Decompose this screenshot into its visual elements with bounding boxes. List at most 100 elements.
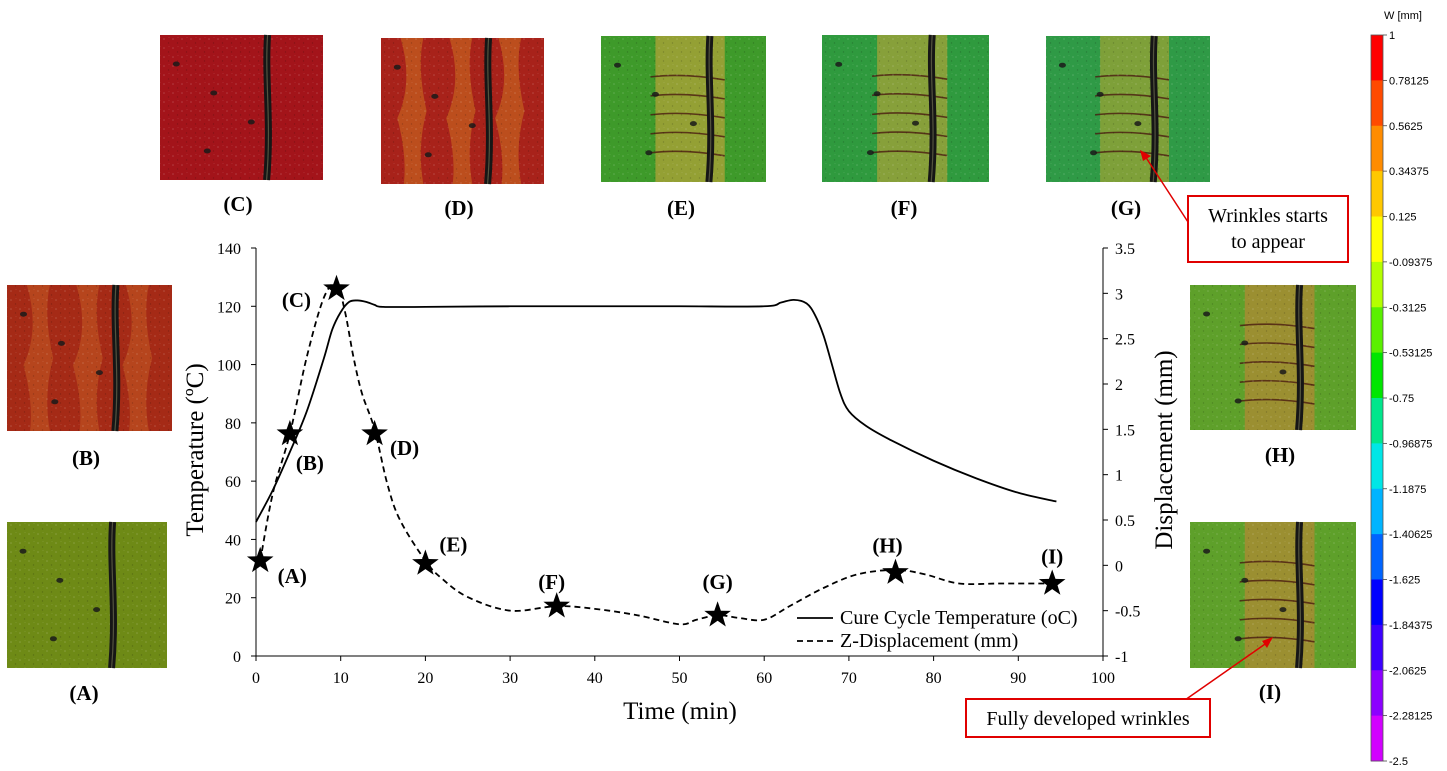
colorbar-tick-label: -0.96875 — [1389, 438, 1432, 450]
contour-spot — [1203, 311, 1211, 317]
colorbar-tick-label: 1 — [1389, 30, 1395, 42]
colorbar-tick-label: 0.78125 — [1389, 75, 1429, 87]
contour-image-c — [160, 34, 323, 181]
caption-f: (F) — [891, 196, 918, 220]
y-right-tick-label: 3 — [1115, 286, 1123, 303]
y-right-tick-label: -1 — [1115, 649, 1128, 666]
caption-h: (H) — [1265, 443, 1295, 467]
contour-spot — [645, 150, 653, 156]
contour-spot — [1134, 121, 1142, 127]
contour-spot — [1241, 577, 1249, 583]
contour-spot — [912, 120, 920, 126]
callout-wrinkles-full-text: Fully developed wrinkles — [986, 708, 1190, 730]
contour-spot — [424, 152, 432, 158]
contour-texture — [822, 35, 989, 182]
x-tick-label: 100 — [1091, 670, 1115, 687]
x-tick-label: 90 — [1010, 670, 1026, 687]
contour-texture — [1046, 36, 1210, 182]
y-left-tick-label: 100 — [217, 358, 241, 375]
colorbar-tick-label: -2.28125 — [1389, 711, 1432, 723]
y-left-tick-label: 0 — [233, 649, 241, 666]
contour-spot — [56, 577, 64, 583]
colorbar-tick-label: -1.40625 — [1389, 529, 1432, 541]
contour-image-d — [381, 37, 544, 185]
colorbar-tick-label: 0.125 — [1389, 212, 1417, 224]
y-left-tick-label: 60 — [225, 474, 241, 491]
y-right-tick-label: 2.5 — [1115, 332, 1135, 349]
y-left-tick-label: 80 — [225, 416, 241, 433]
contour-spot — [1234, 398, 1242, 404]
marker-label-i: (I) — [1041, 544, 1063, 568]
colorbar-title: W [mm] — [1384, 10, 1422, 22]
colorbar-segment — [1371, 670, 1383, 717]
series-line-temperature — [255, 298, 1057, 523]
colorbar-segment — [1371, 398, 1383, 444]
colorbar-segment — [1371, 443, 1383, 490]
y-left-tick-label: 40 — [225, 532, 241, 549]
colorbar-segment — [1371, 261, 1383, 308]
y-right-tick-label: 0.5 — [1115, 513, 1135, 530]
y-right-tick-label: 1.5 — [1115, 422, 1135, 439]
marker-label-b: (B) — [296, 451, 324, 475]
legend-label-displacement: Z-Displacement (mm) — [840, 630, 1018, 652]
caption-c: (C) — [223, 192, 252, 216]
colorbar-tick-label: -1.1875 — [1389, 484, 1426, 496]
colorbar-tick-label: -0.53125 — [1389, 348, 1432, 360]
colorbar-segment — [1371, 307, 1383, 354]
seam-highlight — [1297, 284, 1302, 431]
colorbar-segment — [1371, 125, 1383, 172]
contour-image-e — [601, 35, 766, 183]
seam-highlight — [1152, 35, 1156, 183]
contour-spot — [19, 548, 27, 554]
y-right-tick-label: 1 — [1115, 468, 1123, 485]
marker-star-c — [323, 274, 350, 301]
callout-wrinkles-start: Wrinkles starts to appear — [1140, 150, 1349, 263]
marker-label-c: (C) — [282, 288, 311, 312]
x-tick-label: 0 — [252, 670, 260, 687]
marker-label-g: (G) — [702, 570, 732, 594]
caption-i: (I) — [1259, 680, 1281, 704]
contour-spot — [393, 64, 401, 70]
marker-star-a — [246, 546, 274, 573]
y-axis-right-title: Displacement (mm) — [1151, 350, 1178, 549]
marker-star-i — [1038, 569, 1066, 595]
colorbar-tick-label: 0.34375 — [1389, 166, 1429, 178]
colorbar-tick-label: -0.75 — [1389, 393, 1414, 405]
colorbar: W [mm] 1 0.78125 0.5625 0.34375 0.125 -0.0937… — [1370, 10, 1432, 768]
colorbar-segment — [1371, 579, 1383, 626]
contour-image-g — [1046, 35, 1210, 183]
marker-star-g — [704, 601, 731, 627]
contour-spot — [57, 340, 65, 346]
x-tick-label: 60 — [756, 670, 772, 687]
y-axis-left-title: Temperature (ºC) — [182, 363, 209, 536]
colorbar-tick-label: -0.09375 — [1389, 257, 1432, 269]
contour-image-a — [7, 521, 167, 669]
colorbar-segment — [1371, 171, 1383, 217]
contour-texture — [7, 285, 172, 431]
contour-spot — [1241, 340, 1249, 346]
contour-spot — [468, 123, 476, 129]
marker-label-e: (E) — [439, 533, 467, 557]
contour-spot — [835, 61, 843, 67]
marker-star-e — [412, 549, 439, 575]
seam-highlight — [486, 37, 491, 185]
colorbar-tick-label: 0.5625 — [1389, 121, 1423, 133]
contour-texture — [381, 38, 544, 184]
y-right-tick-label: -0.5 — [1115, 604, 1140, 621]
contour-texture — [601, 36, 766, 182]
contour-spot — [866, 150, 874, 156]
marker-star-b — [276, 419, 304, 446]
contour-spot — [247, 119, 255, 125]
contour-image-b — [7, 284, 172, 432]
contour-spot — [93, 607, 101, 613]
colorbar-segment — [1371, 488, 1383, 535]
x-axis-title: Time (min) — [623, 698, 737, 725]
marker-label-f: (F) — [538, 570, 565, 594]
caption-b: (B) — [72, 446, 100, 470]
cure-cycle-chart: 0 10 20 30 40 50 60 70 80 90 100020406080100120140… — [182, 241, 1178, 725]
colorbar-segment — [1371, 715, 1383, 762]
contour-spot — [873, 91, 881, 97]
legend-label-temperature: Cure Cycle Temperature (oC) — [840, 607, 1078, 629]
colorbar-segment — [1371, 80, 1383, 127]
